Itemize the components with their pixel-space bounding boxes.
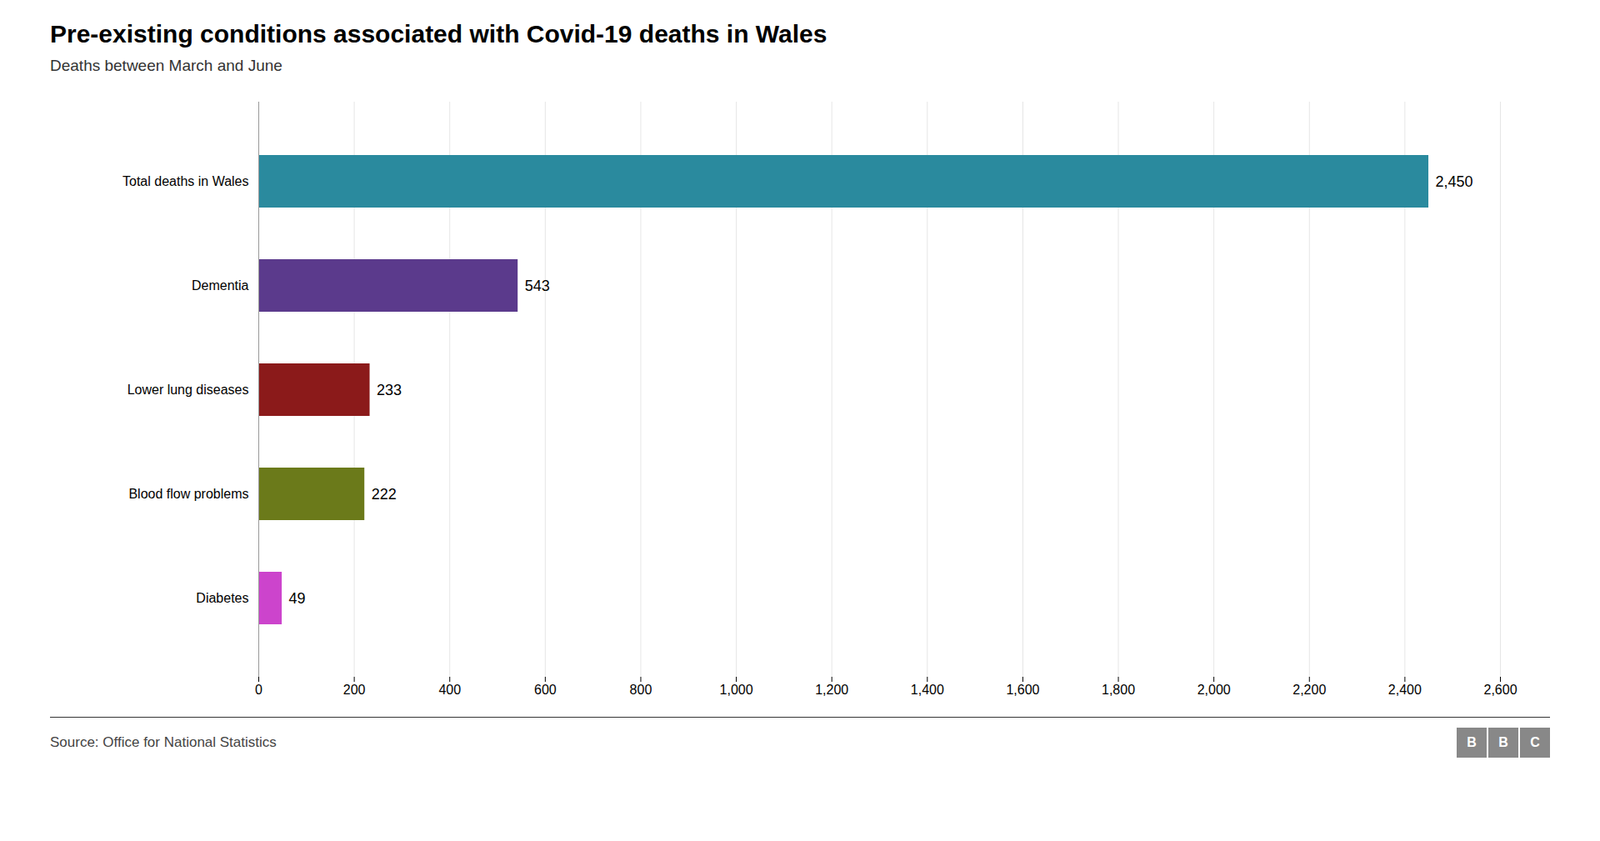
svg-text:0: 0 [255, 682, 263, 697]
html-text:C: C [1530, 735, 1540, 750]
svg-text:600: 600 [534, 682, 557, 697]
svg-text:Blood flow problems: Blood flow problems [128, 486, 249, 501]
html-text:Pre-existing conditions associ: Pre-existing conditions associated with … [50, 20, 827, 48]
svg-text:Diabetes: Diabetes [195, 590, 249, 605]
html-text:Source: Office for National St: Source: Office for National Statistics [50, 734, 277, 750]
svg-text:2,400: 2,400 [1388, 682, 1422, 697]
svg-text:Dementia: Dementia [191, 278, 250, 293]
html-text:B: B [1498, 735, 1509, 750]
html-text:Deaths between March and June: Deaths between March and June [50, 56, 283, 75]
svg-text:1,200: 1,200 [815, 682, 849, 697]
svg-text:2,600: 2,600 [1483, 682, 1517, 697]
svg-text:2,200: 2,200 [1292, 682, 1326, 697]
svg-text:1,800: 1,800 [1101, 682, 1135, 697]
svg-text:1,600: 1,600 [1005, 682, 1040, 697]
svg-text:400: 400 [438, 682, 461, 697]
svg-text:233: 233 [376, 381, 402, 399]
html-text:B: B [1466, 735, 1477, 750]
svg-text:49: 49 [289, 590, 306, 607]
svg-text:800: 800 [630, 682, 653, 697]
svg-text:543: 543 [525, 277, 550, 295]
svg-text:1,400: 1,400 [910, 682, 945, 697]
svg-text:200: 200 [343, 682, 366, 697]
svg-text:222: 222 [371, 485, 397, 503]
svg-text:Lower lung diseases: Lower lung diseases [127, 382, 250, 397]
svg-text:Total deaths in Wales: Total deaths in Wales [122, 174, 249, 189]
svg-text:2,450: 2,450 [1435, 173, 1474, 190]
svg-text:1,000: 1,000 [720, 682, 754, 697]
svg-text:2,000: 2,000 [1197, 682, 1231, 697]
